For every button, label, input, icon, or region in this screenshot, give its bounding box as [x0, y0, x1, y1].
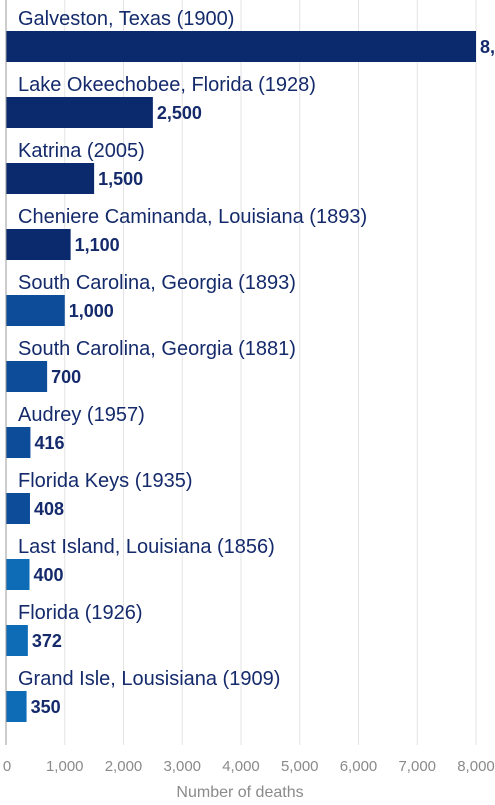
value-label: 8,000	[480, 37, 495, 57]
category-label: Florida Keys (1935)	[18, 470, 193, 492]
category-label: Grand Isle, Lousisiana (1909)	[18, 668, 280, 690]
x-tick-label: 3,000	[163, 758, 201, 775]
category-label: Lake Okeechobee, Florida (1928)	[18, 74, 316, 96]
category-label: Audrey (1957)	[18, 404, 145, 426]
value-label: 400	[34, 565, 64, 585]
category-label: Last Island, Louisiana (1856)	[18, 536, 275, 558]
x-axis-title: Number of deaths	[176, 784, 303, 801]
category-label: South Carolina, Georgia (1893)	[18, 272, 296, 294]
category-label: Galveston, Texas (1900)	[18, 8, 234, 30]
value-label: 372	[32, 631, 62, 651]
x-tick-label: 5,000	[281, 758, 319, 775]
category-label: South Carolina, Georgia (1881)	[18, 338, 296, 360]
x-tick-label: 1,000	[46, 758, 84, 775]
category-label: Cheniere Caminanda, Louisiana (1893)	[18, 206, 367, 228]
value-label: 408	[34, 499, 64, 519]
bar	[6, 691, 27, 722]
value-label: 416	[34, 433, 64, 453]
bar	[6, 493, 30, 524]
x-tick-label: 6,000	[340, 758, 378, 775]
bars	[6, 31, 476, 722]
value-label: 1,000	[69, 301, 114, 321]
bar	[6, 559, 30, 590]
bar	[6, 229, 71, 260]
x-tick-label: 7,000	[398, 758, 436, 775]
x-tick-label: 8,000	[457, 758, 495, 775]
value-label: 1,100	[75, 235, 120, 255]
bar	[6, 427, 31, 458]
value-label: 350	[31, 697, 61, 717]
bar	[6, 295, 65, 326]
x-axis-ticks: 0 1,000 2,000 3,000 4,000 5,000 6,000 7,000 8,00…	[3, 758, 495, 775]
value-label: 700	[51, 367, 81, 387]
bar	[6, 97, 153, 128]
value-labels: 8,000 2,500 1,500 1,100 1,000 700 416 408 400 372…	[31, 37, 495, 717]
bar	[6, 31, 476, 62]
category-label: Katrina (2005)	[18, 140, 145, 162]
category-label: Florida (1926)	[18, 602, 143, 624]
x-tick-label: 4,000	[222, 758, 260, 775]
bar	[6, 625, 28, 656]
bar	[6, 163, 95, 194]
x-tick-label: 2,000	[105, 758, 143, 775]
x-tick-label: 0	[3, 758, 11, 775]
value-label: 2,500	[157, 103, 202, 123]
category-labels: Galveston, Texas (1900) Lake Okeechobee, …	[18, 8, 367, 690]
value-label: 1,500	[98, 169, 143, 189]
bar	[6, 361, 48, 392]
